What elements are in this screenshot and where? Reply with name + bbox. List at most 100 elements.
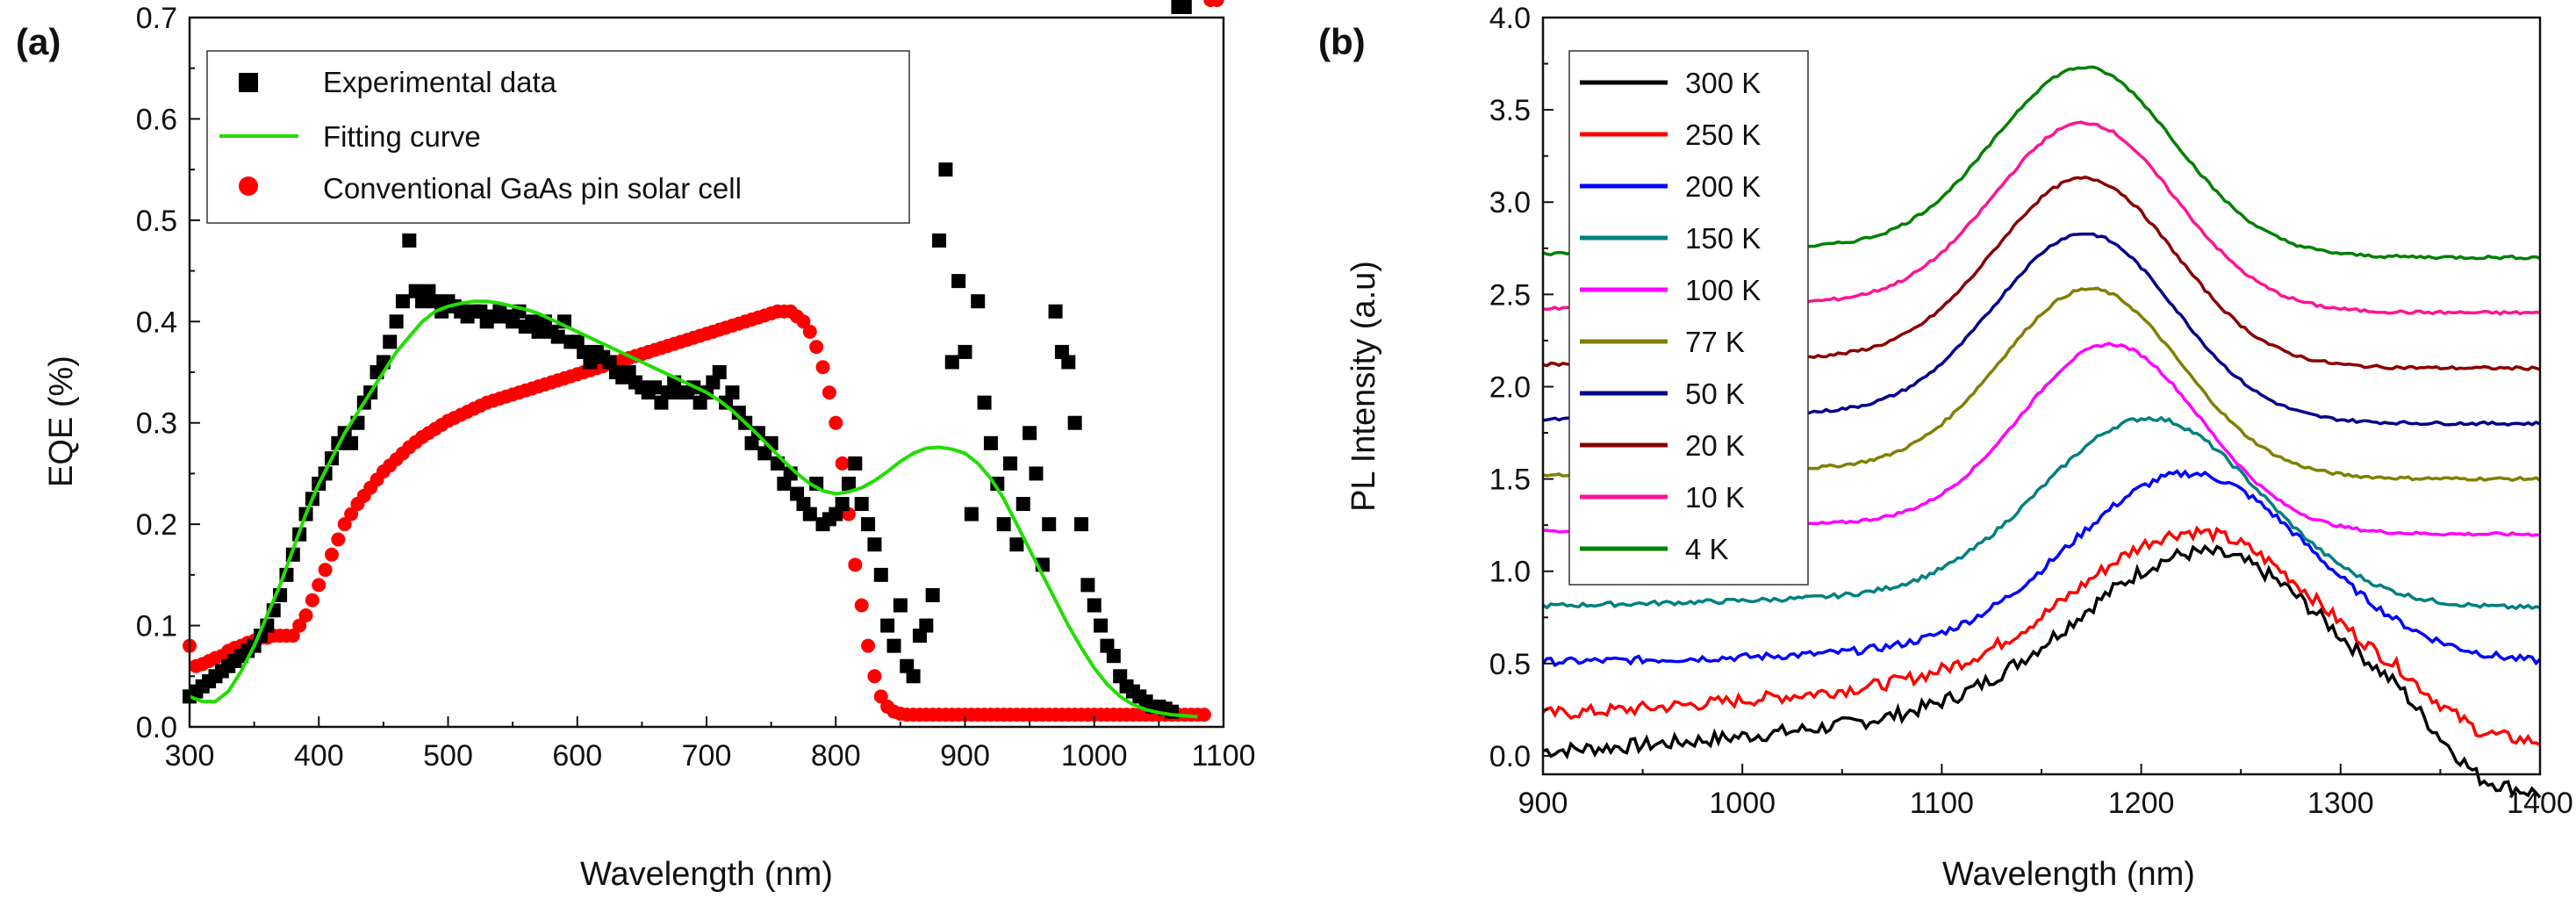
experimental-point bbox=[1061, 355, 1076, 370]
panel-b-label: (b) bbox=[1318, 21, 1366, 62]
experimental-point bbox=[867, 537, 882, 552]
panel-b-x-tick-label: 1100 bbox=[1910, 787, 1974, 820]
experimental-point bbox=[873, 567, 888, 582]
panel-b-x-tick-label: 1400 bbox=[2507, 787, 2573, 820]
panel-a-y-axis-label: EQE (%) bbox=[43, 356, 80, 487]
legend-experimental-marker bbox=[239, 73, 258, 92]
experimental-point bbox=[1094, 618, 1109, 633]
experimental-point bbox=[1106, 649, 1121, 664]
gaas-point bbox=[344, 507, 359, 521]
panel-a-x-tick-label: 600 bbox=[552, 739, 602, 773]
panel-a-frame bbox=[188, 16, 1225, 729]
panel-b-y-tick-label: 1.0 bbox=[1489, 556, 1531, 589]
experimental-point bbox=[893, 598, 908, 613]
panel-b-y-tick-label: 2.5 bbox=[1489, 278, 1531, 312]
gaas-point bbox=[285, 629, 300, 643]
gaas-point bbox=[337, 517, 352, 532]
panel-a-x-tick-label: 700 bbox=[682, 739, 732, 773]
legend-label: 150 K bbox=[1685, 222, 1761, 255]
experimental-point bbox=[906, 669, 921, 684]
gaas-point bbox=[318, 563, 333, 578]
experimental-point bbox=[648, 380, 663, 395]
experimental-point bbox=[395, 294, 410, 309]
legend-fitting-label: Fitting curve bbox=[323, 120, 481, 153]
experimental-point bbox=[854, 497, 869, 512]
experimental-point bbox=[880, 618, 895, 633]
panel-b: (b) 900 1000 1100 1200 1300 1400 0.0 0.5 1.0 1.5 2… bbox=[1318, 2, 2573, 893]
panel-b-y-tick-label: 0.5 bbox=[1489, 648, 1531, 681]
panel-a-x-tick-label: 300 bbox=[165, 739, 215, 773]
gaas-point bbox=[1209, 0, 1224, 7]
pl-series-line bbox=[1541, 525, 2541, 747]
experimental-point bbox=[1009, 537, 1024, 552]
experimental-point bbox=[383, 334, 398, 349]
experimental-point bbox=[344, 435, 359, 450]
panel-b-x-tick-label: 1000 bbox=[1709, 787, 1776, 820]
legend-label: 10 K bbox=[1685, 481, 1745, 514]
experimental-point bbox=[1042, 517, 1057, 532]
legend-label: 77 K bbox=[1685, 326, 1745, 358]
panel-b-y-tick-label: 3.5 bbox=[1489, 94, 1531, 127]
experimental-point bbox=[848, 456, 863, 471]
panel-a-x-tick-label: 1000 bbox=[1061, 739, 1128, 773]
experimental-point bbox=[977, 395, 992, 410]
gaas-point bbox=[835, 456, 850, 471]
gaas-point bbox=[848, 557, 863, 572]
experimental-point bbox=[925, 587, 940, 602]
experimental-point bbox=[841, 476, 856, 491]
panel-b-x-axis-label: Wavelength (nm) bbox=[1942, 856, 2195, 893]
panel-a-x-axis-label: Wavelength (nm) bbox=[580, 856, 833, 893]
panel-b-y-axis-label: PL Intensity (a.u) bbox=[1345, 261, 1382, 512]
experimental-point bbox=[958, 344, 972, 359]
legend-label: 50 K bbox=[1685, 377, 1745, 410]
experimental-point bbox=[919, 618, 934, 633]
fitting-curve-line bbox=[189, 299, 1198, 719]
gaas-point bbox=[1196, 708, 1211, 722]
legend-label: 100 K bbox=[1685, 274, 1761, 306]
panel-a-y-tick-label: 0.1 bbox=[136, 610, 177, 643]
experimental-point bbox=[725, 385, 740, 400]
gaas-point bbox=[324, 547, 339, 562]
panel-a-plot-area bbox=[183, 0, 1224, 722]
pl-series-line bbox=[1542, 543, 2542, 799]
experimental-point bbox=[402, 233, 417, 248]
panel-b-y-tick-label: 3.0 bbox=[1489, 186, 1531, 219]
experimental-point bbox=[964, 507, 979, 521]
experimental-point bbox=[1048, 304, 1063, 319]
experimental-point bbox=[1177, 0, 1192, 14]
panel-a-ticks: 300 400 500 600 700 800 900 1000 1100 0.0 0.1 0.2 0.… bbox=[136, 2, 1256, 773]
gaas-point bbox=[298, 608, 313, 623]
panel-a-legend-box bbox=[206, 50, 910, 224]
gaas-point bbox=[829, 415, 843, 430]
experimental-point bbox=[938, 162, 953, 177]
legend-gaas-label: Conventional GaAs pin solar cell bbox=[323, 172, 742, 205]
experimental-point bbox=[983, 435, 998, 450]
experimental-point bbox=[1023, 426, 1037, 441]
gaas-point bbox=[292, 618, 307, 633]
legend-label: 20 K bbox=[1685, 429, 1745, 462]
gaas-point bbox=[331, 532, 346, 547]
gaas-point bbox=[873, 689, 888, 704]
pl-series-line bbox=[1542, 415, 2541, 611]
gaas-point bbox=[854, 598, 869, 613]
legend-label: 250 K bbox=[1685, 119, 1761, 151]
panel-a-x-tick-label: 900 bbox=[940, 739, 990, 773]
gaas-point bbox=[802, 324, 817, 339]
panel-b-x-tick-label: 900 bbox=[1518, 787, 1568, 820]
panel-b-frame bbox=[1541, 16, 2542, 776]
panel-a-x-tick-label: 800 bbox=[811, 739, 861, 773]
experimental-point bbox=[1015, 497, 1030, 512]
panel-a-label: (a) bbox=[16, 21, 61, 62]
experimental-point bbox=[944, 355, 959, 370]
experimental-point bbox=[1067, 415, 1082, 430]
panel-b-y-tick-label: 0.0 bbox=[1489, 740, 1531, 773]
legend-label: 4 K bbox=[1685, 533, 1729, 565]
panel-a: (a) 300 400 500 600 700 800 900 1000 1100 0.0 0.1 0… bbox=[16, 0, 1256, 893]
gaas-point bbox=[861, 638, 876, 653]
legend-label: 300 K bbox=[1685, 67, 1761, 99]
experimental-point bbox=[932, 233, 947, 248]
experimental-point bbox=[1029, 466, 1044, 481]
panel-a-y-tick-label: 0.6 bbox=[136, 103, 177, 136]
experimental-point bbox=[389, 314, 404, 329]
